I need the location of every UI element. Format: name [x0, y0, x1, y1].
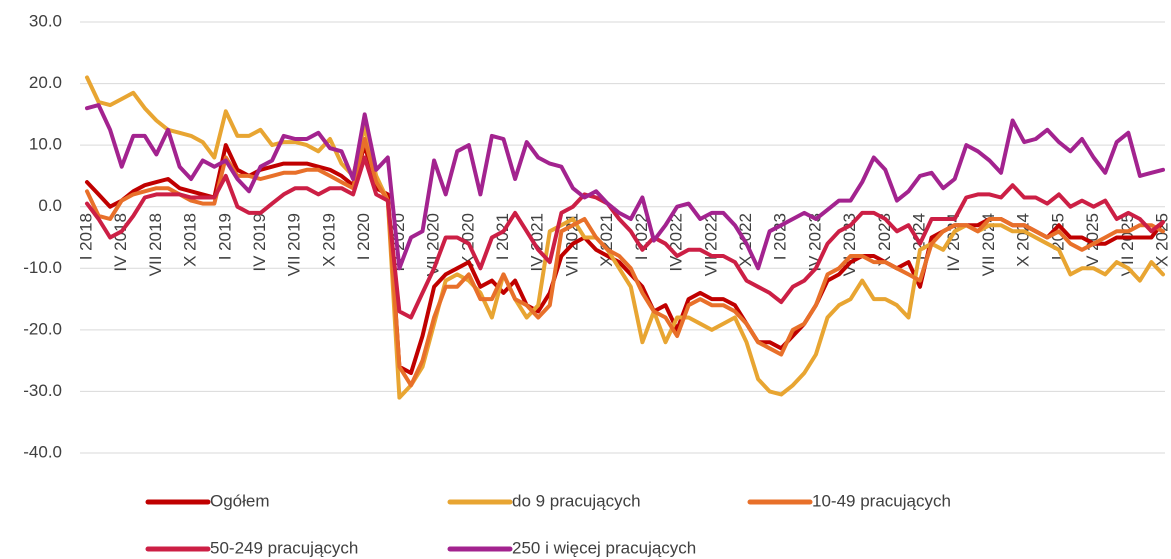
x-tick-label: IV 2019	[250, 213, 269, 272]
series-line	[85, 155, 1165, 320]
y-tick-label: 30.0	[29, 11, 62, 30]
y-tick-label: -40.0	[23, 442, 62, 461]
x-tick-label: X 2023	[875, 213, 894, 267]
y-tick-label: 10.0	[29, 135, 62, 154]
x-tick-label: I 2018	[76, 213, 95, 260]
y-tick-label: -20.0	[23, 319, 62, 338]
y-tick-label: -30.0	[23, 381, 62, 400]
x-tick-label: IV 2021	[528, 213, 547, 272]
legend-label: do 9 pracujących	[512, 491, 641, 510]
legend-label: 10-49 pracujących	[812, 491, 951, 510]
x-tick-label: I 2019	[215, 213, 234, 260]
x-tick-label: X 2024	[1014, 213, 1033, 267]
legend-label: Ogółem	[210, 491, 270, 510]
legend-label: 50-249 pracujących	[210, 538, 358, 557]
x-tick-label: VII 2018	[146, 213, 165, 276]
x-tick-label: VII 2019	[285, 213, 304, 276]
x-tick-label: X 2019	[319, 213, 338, 267]
x-tick-label: I 2020	[354, 213, 373, 260]
x-tick-label: IV 2023	[805, 213, 824, 272]
x-tick-label: VII 2022	[701, 213, 720, 276]
y-tick-label: 0.0	[38, 196, 62, 215]
x-tick-label: IV 2022	[667, 213, 686, 272]
legend-label: 250 i więcej pracujących	[512, 538, 696, 557]
x-tick-label: X 2018	[181, 213, 200, 267]
series-line	[85, 103, 1165, 271]
series-line	[85, 75, 1165, 400]
y-tick-label: 20.0	[29, 73, 62, 92]
series-line	[85, 143, 1165, 375]
series-line	[85, 137, 1165, 388]
y-tick-label: -10.0	[23, 258, 62, 277]
